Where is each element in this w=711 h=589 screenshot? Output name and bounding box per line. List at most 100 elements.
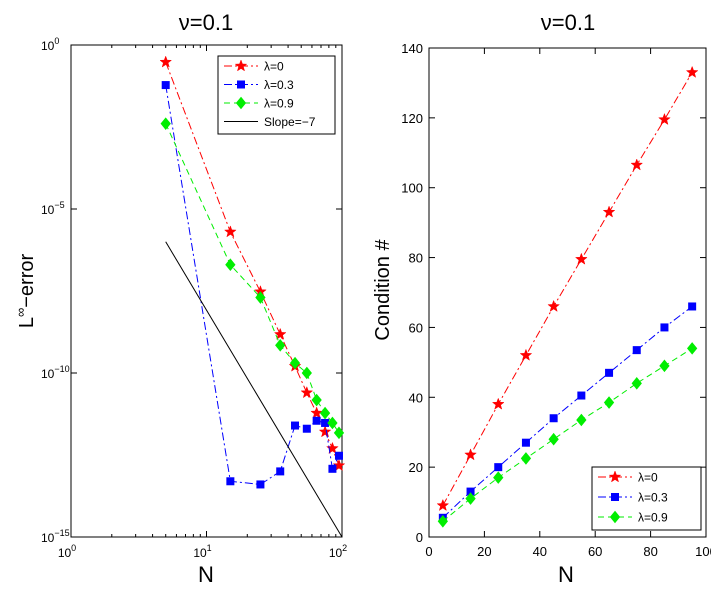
left-legend-item: λ=0.9 xyxy=(224,97,294,111)
left-legend-marker xyxy=(237,80,245,89)
left-series-1 xyxy=(161,81,343,489)
left-y-tick-label: 10−15 xyxy=(41,528,70,545)
left-y-tick-base: 10 xyxy=(41,367,55,381)
left-x-tick-label: 102 xyxy=(329,543,347,560)
left-x-tick-label: 100 xyxy=(58,543,76,560)
right-data-point xyxy=(491,397,505,410)
left-data-point xyxy=(301,366,312,380)
left-legend-item: λ=0.3 xyxy=(224,78,294,92)
right-legend-marker xyxy=(609,510,621,524)
right-data-point xyxy=(520,452,532,465)
right-legend: λ=0 λ=0.3 λ=0.9 xyxy=(591,466,702,531)
right-data-point xyxy=(660,323,669,332)
right-data-point xyxy=(658,112,671,126)
left-data-point xyxy=(327,416,338,430)
left-legend-marker xyxy=(234,59,248,72)
left-data-point xyxy=(256,480,265,489)
right-data-point xyxy=(605,368,614,377)
right-y-tick-label: 140 xyxy=(401,41,423,56)
right-series-line xyxy=(442,72,693,506)
right-data-point xyxy=(688,302,697,311)
right-series-line xyxy=(442,306,693,519)
right-data-point xyxy=(549,414,558,423)
right-legend-item: λ=0.9 xyxy=(598,511,668,525)
right-data-point xyxy=(493,471,504,484)
left-x-tick-exp: 2 xyxy=(342,543,347,553)
left-data-point xyxy=(159,55,173,68)
right-legend-marker xyxy=(611,493,619,501)
left-y-tick-label: 10−10 xyxy=(41,364,70,381)
right-legend-item: λ=0 xyxy=(598,470,658,485)
left-data-point xyxy=(276,467,285,476)
right-data-point xyxy=(631,377,642,390)
left-legend-label: Slope=−7 xyxy=(264,115,316,129)
left-x-tick-label: 101 xyxy=(193,543,211,560)
right-y-tick-label: 0 xyxy=(416,530,423,545)
right-data-point xyxy=(632,346,641,355)
left-data-point xyxy=(225,258,236,272)
left-legend-item: λ=0 xyxy=(224,59,284,74)
left-x-tick-base: 10 xyxy=(58,546,72,560)
right-data-point xyxy=(464,448,477,461)
left-y-label-sup: ∞ xyxy=(13,308,28,317)
right-legend-item: λ=0.3 xyxy=(598,491,668,505)
left-series-2 xyxy=(160,117,345,440)
right-data-point xyxy=(574,252,588,265)
left-x-tick-base: 10 xyxy=(329,546,343,560)
right-y-tick-label: 60 xyxy=(409,320,423,335)
left-data-point xyxy=(311,393,322,407)
left-x-tick-base: 10 xyxy=(193,546,207,560)
right-y-tick-label: 120 xyxy=(401,111,423,126)
right-x-tick-label: 20 xyxy=(477,544,491,559)
left-y-label-main: L xyxy=(16,317,38,328)
right-data-point xyxy=(577,391,586,400)
left-legend-marker xyxy=(235,96,247,110)
left-data-point xyxy=(300,386,314,399)
left-legend-label: λ=0.3 xyxy=(264,78,294,92)
left-data-point xyxy=(328,464,337,473)
right-legend-marker xyxy=(608,470,622,483)
left-chart-title: ν=0.1 xyxy=(179,10,233,35)
left-series-line xyxy=(165,84,340,485)
right-y-axis-label: Condition # xyxy=(372,239,394,341)
left-data-point xyxy=(255,291,266,304)
left-data-point xyxy=(161,81,170,90)
left-data-point xyxy=(333,426,345,440)
right-data-point xyxy=(659,359,670,373)
right-legend-label: λ=0.9 xyxy=(638,511,668,525)
right-x-tick-label: 0 xyxy=(425,544,432,559)
right-legend-label: λ=0.3 xyxy=(638,491,668,505)
right-x-tick-label: 100 xyxy=(695,544,711,559)
right-data-point xyxy=(547,299,561,312)
right-y-tick-label: 40 xyxy=(409,390,423,405)
left-x-tick-exp: 1 xyxy=(207,543,212,553)
left-series-line xyxy=(165,241,343,538)
right-y-tick-label: 80 xyxy=(409,251,423,266)
left-data-point xyxy=(319,406,331,420)
left-data-point xyxy=(310,406,324,419)
right-data-point xyxy=(519,348,533,361)
right-data-point xyxy=(436,498,450,512)
right-y-tick-label: 20 xyxy=(409,460,423,475)
left-data-point xyxy=(275,338,286,352)
left-y-tick-exp: 0 xyxy=(54,36,59,46)
right-data-point xyxy=(437,514,448,528)
left-legend: λ=0 λ=0.3 λ=0.9 Slope=−7 xyxy=(217,55,336,135)
left-y-tick-base: 10 xyxy=(41,203,55,217)
left-x-axis-label: N xyxy=(198,562,214,587)
right-data-point xyxy=(465,492,476,505)
left-legend-label: λ=0.9 xyxy=(264,97,294,111)
left-data-point xyxy=(223,225,237,238)
left-y-tick-label: 100 xyxy=(41,36,59,53)
right-y-tick-label: 100 xyxy=(401,181,423,196)
left-y-tick-exp: −15 xyxy=(54,528,69,538)
left-data-point xyxy=(289,356,301,370)
left-y-label-rest: −error xyxy=(16,254,38,308)
left-data-point xyxy=(273,327,287,340)
right-data-point xyxy=(685,65,699,78)
right-data-point xyxy=(521,438,530,447)
left-data-point xyxy=(302,424,311,433)
left-series-line xyxy=(165,61,340,466)
right-data-point xyxy=(576,413,587,427)
